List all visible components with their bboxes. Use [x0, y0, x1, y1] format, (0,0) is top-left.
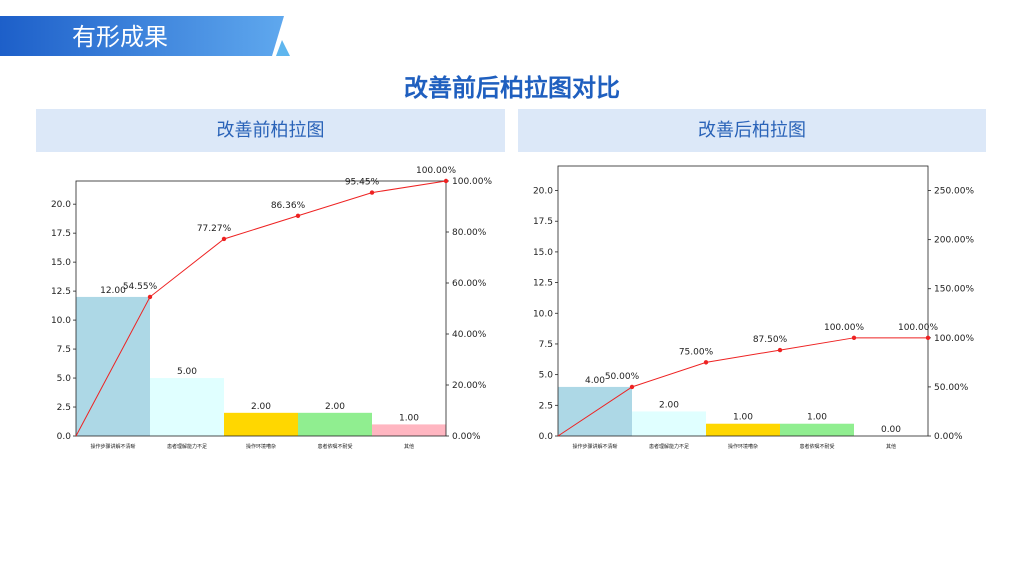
category-tick-label: 操作步骤讲解不清晰	[572, 443, 617, 450]
y2-tick-label: 0.00%	[452, 432, 481, 442]
y2-tick-label: 80.00%	[452, 228, 487, 238]
cumulative-line	[75, 180, 447, 437]
bar-2	[224, 412, 298, 436]
cumulative-point	[369, 190, 375, 195]
y2-tick-label: 100.00%	[452, 177, 492, 187]
y-tick-label: 12.5	[533, 279, 553, 289]
cumulative-percent-label: 77.27%	[197, 224, 232, 234]
bar-value-label: 5.00	[177, 367, 197, 377]
bar-1	[150, 378, 224, 436]
plot-frame	[557, 165, 929, 437]
cumulative-percent-label: 100.00%	[416, 166, 456, 176]
y-tick-label: 2.5	[57, 403, 71, 413]
y-tick-label: 5.0	[539, 371, 554, 381]
y2-tick-label: 50.00%	[934, 383, 969, 393]
cumulative-point	[147, 294, 153, 300]
y-tick-label: 10.0	[533, 309, 553, 319]
y-tick-label: 2.5	[539, 401, 553, 411]
pareto-chart-before: 12.00 操作步骤讲解不清晰 5.00 患者理解能力不足 2.00 操作环境嘈杂 2.00…	[51, 166, 493, 450]
slide-title: 改善前后柏拉图对比	[404, 74, 620, 102]
cumulative-line	[557, 337, 928, 437]
cumulative-percent-label: 86.36%	[271, 201, 306, 211]
cumulative-point	[295, 213, 301, 218]
bar-value-label: 1.00	[807, 413, 827, 423]
y2-tick-label: 150.00%	[934, 285, 974, 295]
bar-4	[372, 424, 446, 436]
cumulative-point	[221, 236, 227, 242]
bar-1	[632, 411, 706, 436]
bar-value-label: 2.00	[659, 400, 679, 410]
category-tick-label: 其他	[886, 443, 896, 450]
y2-tick-label: 20.00%	[452, 381, 487, 391]
cumulative-percent-label: 50.00%	[605, 372, 640, 382]
y-tick-label: 7.5	[539, 340, 553, 350]
y-tick-label: 15.0	[51, 258, 71, 268]
cumulative-percent-label: 100.00%	[898, 323, 938, 333]
y-tick-label: 0.0	[57, 432, 72, 442]
y2-tick-label: 250.00%	[934, 187, 974, 197]
cumulative-percent-label: 54.55%	[123, 282, 158, 292]
cumulative-point	[703, 360, 709, 365]
cumulative-point	[777, 347, 783, 353]
y-tick-label: 15.0	[533, 248, 553, 258]
category-tick-label: 患者理解能力不足	[649, 443, 689, 450]
y-tick-label: 17.5	[533, 217, 553, 227]
y-tick-label: 20.0	[533, 187, 553, 197]
bar-3	[298, 412, 372, 436]
y-tick-label: 7.5	[57, 345, 71, 355]
cumulative-percent-label: 95.45%	[345, 178, 380, 188]
y-tick-label: 10.0	[51, 316, 71, 326]
panel-title-after: 改善后柏拉图	[518, 109, 986, 152]
category-tick-label: 患者依嘱不耐受	[317, 443, 352, 450]
category-tick-label: 患者理解能力不足	[167, 443, 207, 450]
bar-3	[780, 423, 854, 436]
banner-accent-shape	[276, 40, 290, 56]
bar-value-label: 4.00	[585, 376, 605, 386]
y2-tick-label: 60.00%	[452, 279, 487, 289]
y-tick-label: 12.5	[51, 287, 71, 297]
y-tick-label: 17.5	[51, 229, 71, 239]
y2-tick-label: 100.00%	[934, 334, 974, 344]
bar-2	[706, 423, 780, 436]
cumulative-point	[629, 384, 635, 390]
section-title: 有形成果	[72, 23, 168, 51]
bar-value-label: 0.00	[881, 425, 901, 435]
cumulative-percent-label: 100.00%	[824, 323, 864, 333]
y-tick-label: 20.0	[51, 200, 71, 210]
y2-tick-label: 200.00%	[934, 236, 974, 246]
cumulative-percent-label: 75.00%	[679, 347, 714, 357]
category-tick-label: 操作步骤讲解不清晰	[90, 443, 135, 450]
panel-title-before: 改善前柏拉图	[36, 109, 505, 152]
cumulative-percent-label: 87.50%	[753, 335, 788, 345]
category-tick-label: 其他	[404, 443, 414, 450]
y-tick-label: 5.0	[57, 374, 72, 384]
cumulative-point	[925, 335, 931, 341]
bar-value-label: 2.00	[251, 402, 271, 412]
bar-value-label: 12.00	[100, 286, 126, 296]
bar-value-label: 2.00	[325, 402, 345, 412]
cumulative-point	[443, 178, 449, 184]
bar-value-label: 1.00	[399, 413, 419, 423]
cumulative-point	[851, 335, 857, 341]
y2-tick-label: 0.00%	[934, 432, 963, 442]
pareto-chart-after: 4.00 操作步骤讲解不清晰 2.00 患者理解能力不足 1.00 操作环境嘈杂 1.00 患…	[533, 165, 974, 450]
y-tick-label: 0.0	[539, 432, 554, 442]
bar-value-label: 1.00	[733, 413, 753, 423]
category-tick-label: 操作环境嘈杂	[246, 443, 276, 450]
category-tick-label: 操作环境嘈杂	[728, 443, 758, 450]
section-banner	[0, 16, 290, 56]
plot-frame	[75, 180, 447, 437]
category-tick-label: 患者依嘱不耐受	[799, 443, 834, 450]
y2-tick-label: 40.00%	[452, 330, 487, 340]
